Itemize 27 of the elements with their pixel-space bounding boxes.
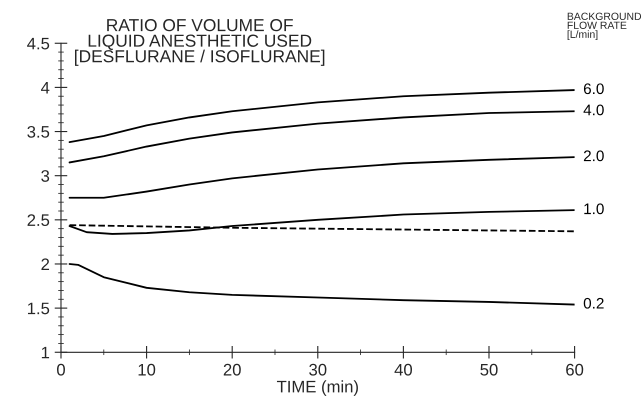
chart-title: RATIO OF VOLUME OF LIQUID ANESTHETIC USED [DESFLURANE / ISOFLURANE]	[75, 19, 324, 66]
x-axis-title: TIME (min)	[276, 380, 358, 396]
y-tick-label: 3	[41, 170, 50, 182]
y-tick-label: 2.5	[28, 214, 50, 226]
line-series	[68, 89, 575, 144]
y-tick-label: 3.5	[27, 126, 50, 138]
line-series	[68, 156, 575, 199]
line-series	[68, 110, 575, 164]
series-label: 6.0	[584, 83, 604, 94]
y-tick-label: 4	[40, 82, 50, 94]
x-tick-label: 10	[138, 364, 156, 376]
line-series	[68, 263, 575, 306]
series-label: 0.2	[584, 298, 604, 309]
x-tick-label: 30	[309, 364, 326, 376]
x-tick-label: 60	[566, 364, 584, 376]
x-tick-label: 40	[394, 364, 412, 376]
series-label: 4.0	[584, 104, 604, 116]
x-tick-label: 20	[224, 364, 241, 376]
text: BACKGROUND FLOW RATE [L/min]	[568, 12, 642, 40]
x-tick-label: 50	[480, 364, 498, 376]
x-tick-label: 0	[57, 364, 65, 376]
series-label: 2.0	[584, 150, 604, 162]
series-label: 1.0	[584, 203, 604, 214]
y-tick-label: 1	[42, 346, 50, 358]
y-tick-label: 4.5	[27, 38, 50, 50]
y-tick-label: 1.5	[28, 302, 50, 314]
y-tick-label: 2	[41, 258, 50, 270]
